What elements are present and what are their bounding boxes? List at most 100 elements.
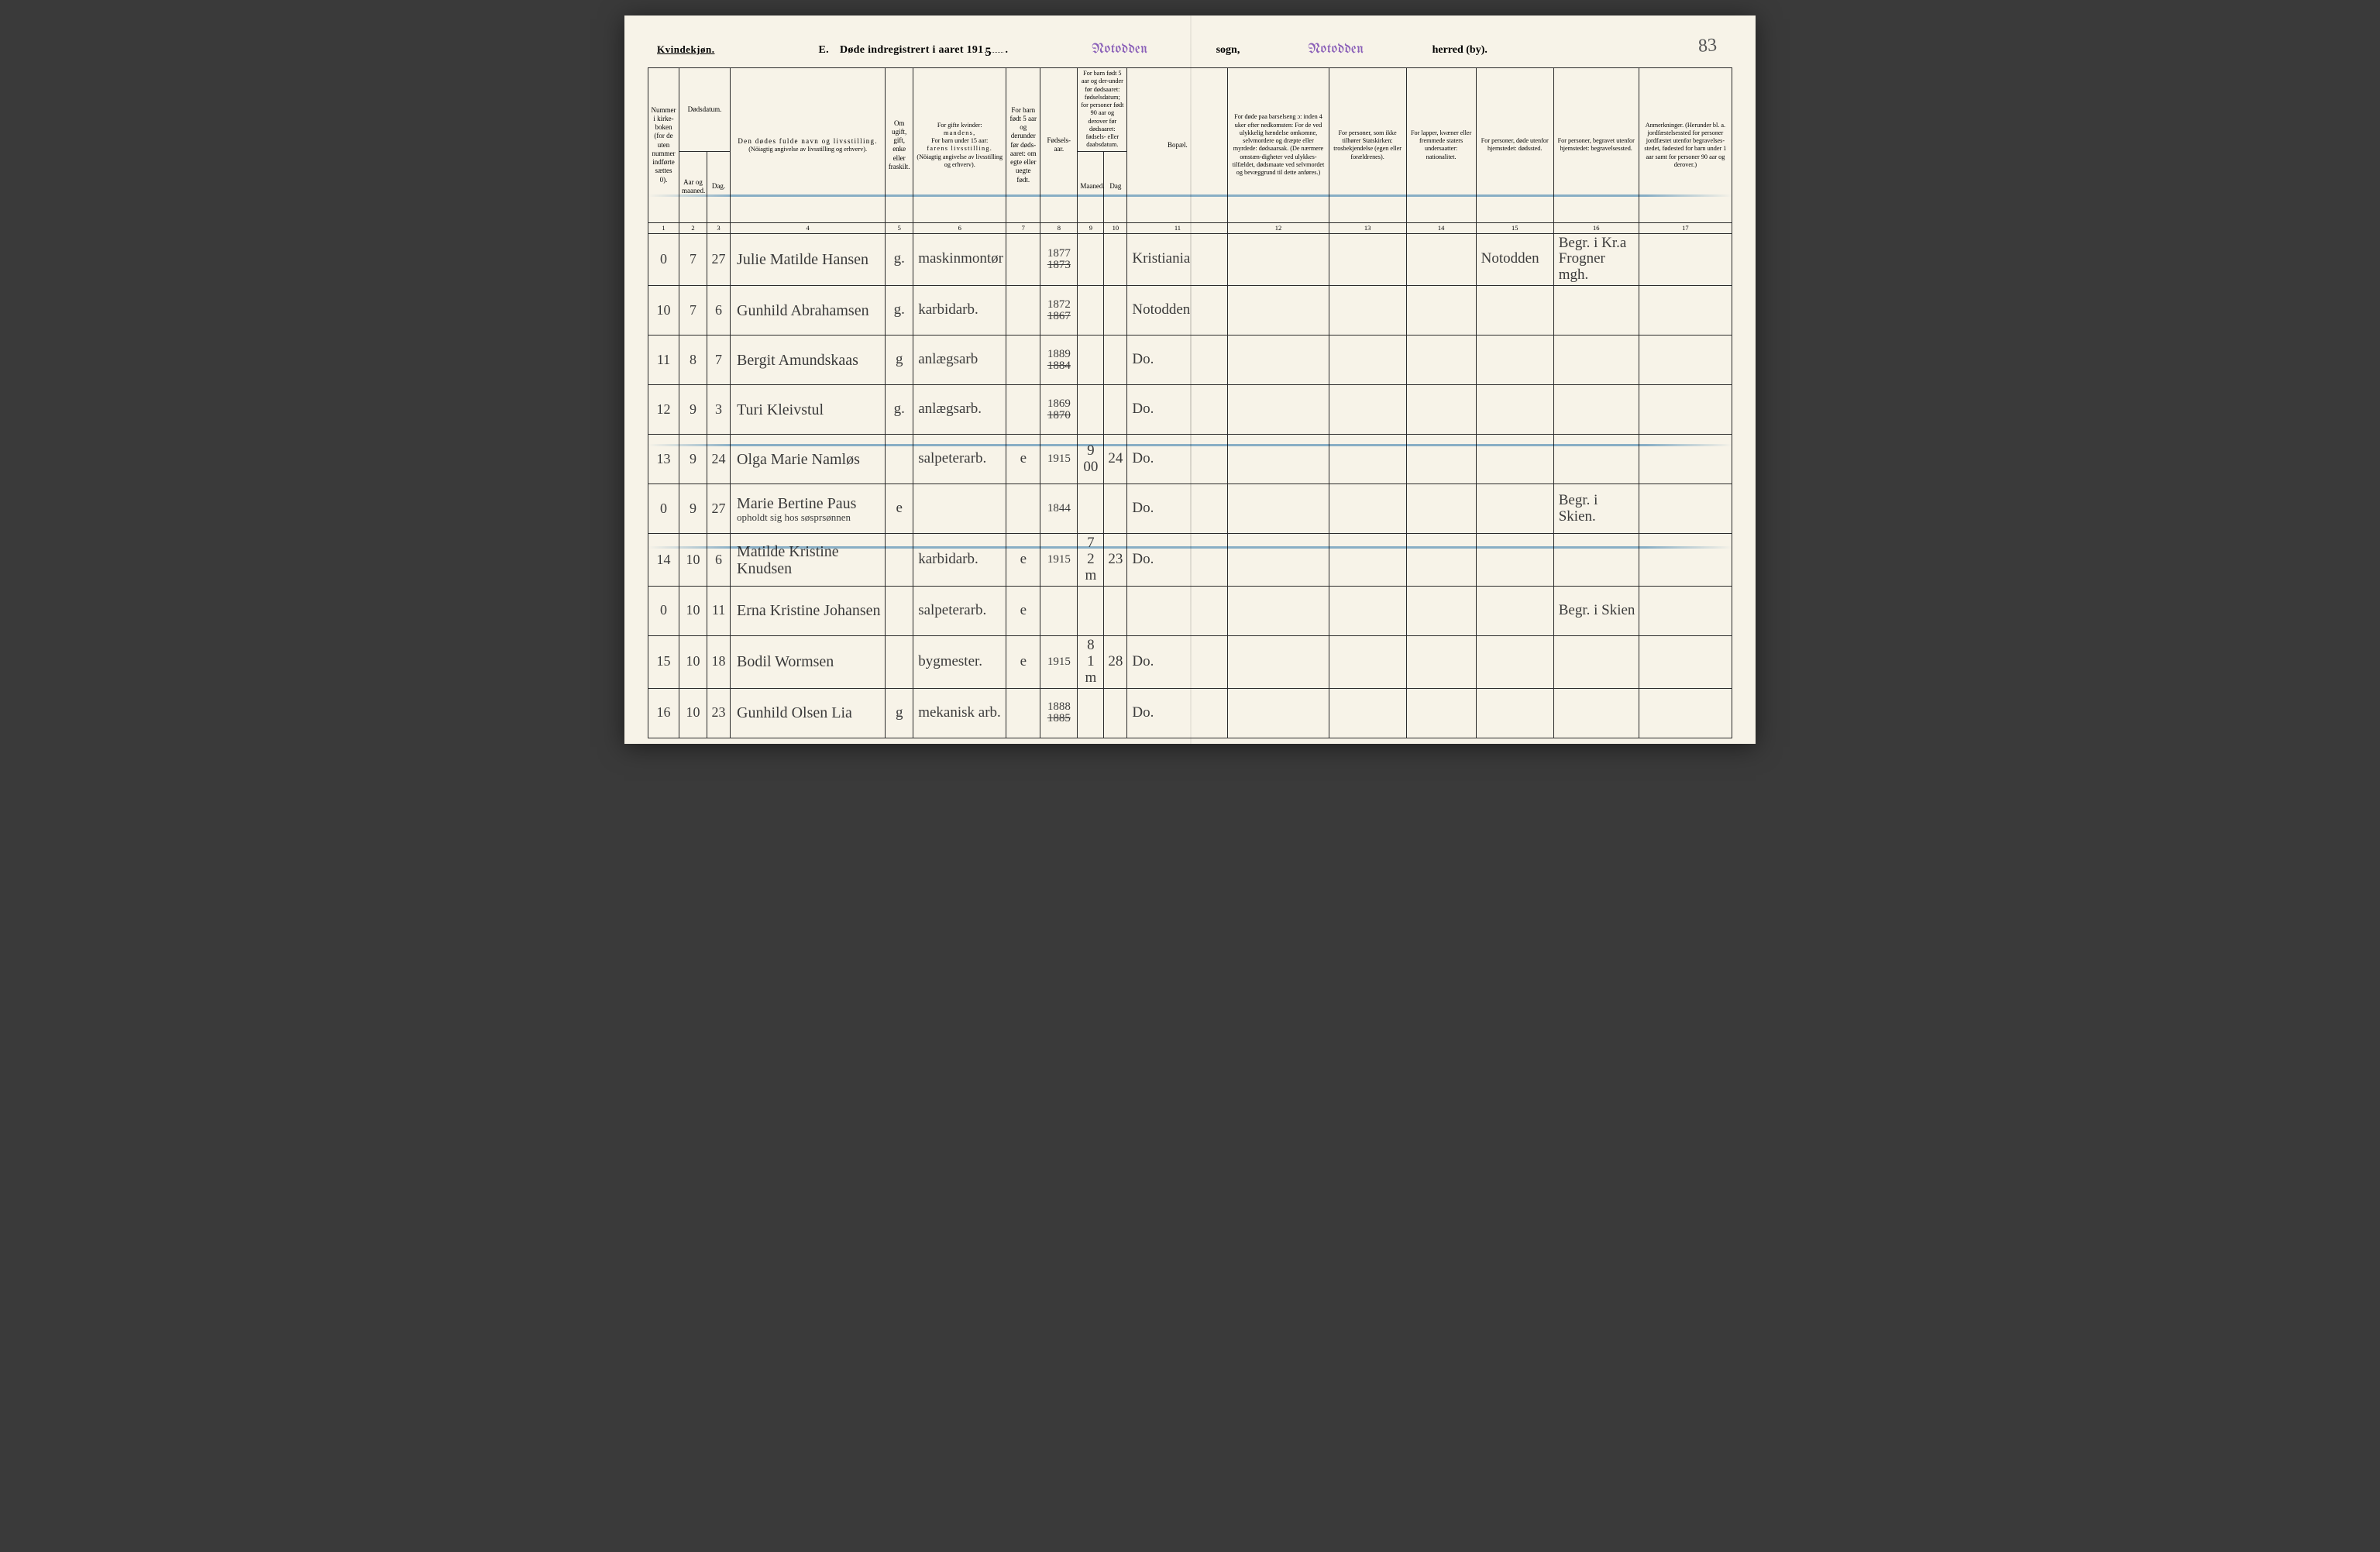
c6b: mandens,	[916, 129, 1003, 137]
cell-burialplace: Begr. i Skien.	[1553, 484, 1639, 534]
cell-num: 10	[648, 286, 679, 336]
cell-remarks	[1639, 484, 1732, 534]
cell-day: 11	[707, 586, 731, 635]
cell-burialplace	[1553, 385, 1639, 435]
cell-year-month: 10	[679, 688, 707, 738]
col-header-birthdate: For barn født 5 aar og der-under før død…	[1078, 68, 1127, 152]
cell-birth-month	[1078, 336, 1104, 385]
sogn-label: sogn,	[1216, 44, 1240, 57]
column-number: 15	[1476, 222, 1553, 233]
col-header-birthyear: Fødsels-aar.	[1040, 68, 1078, 223]
cell-occupation: maskinmontør	[913, 233, 1006, 286]
cell-birth-month	[1078, 586, 1104, 635]
column-number: 17	[1639, 222, 1732, 233]
cell-birth-month: 900	[1078, 435, 1104, 484]
cell-deathplace	[1476, 586, 1553, 635]
cell-birthyear: 18881885	[1040, 688, 1078, 738]
cell-year-month: 9	[679, 435, 707, 484]
cell-residence: Do.	[1127, 385, 1228, 435]
c6d: farens livsstilling.	[916, 145, 1003, 153]
cell-deathplace	[1476, 336, 1553, 385]
cell-name: Bodil Wormsen	[731, 635, 886, 688]
cell-birthyear: 18771873	[1040, 233, 1078, 286]
cell-num: 12	[648, 385, 679, 435]
cell-remarks	[1639, 435, 1732, 484]
cell-year-month: 7	[679, 233, 707, 286]
cell-status: e	[886, 484, 913, 534]
cell-birth-day	[1104, 484, 1127, 534]
column-number: 3	[707, 222, 731, 233]
cell-birth-month	[1078, 484, 1104, 534]
table-row: 0727Julie Matilde Hanseng.maskinmontør18…	[648, 233, 1732, 286]
cell-occupation: bygmester.	[913, 635, 1006, 688]
gender-heading: Kvindekjøn.	[657, 43, 715, 56]
cell-birth-month: 72 m	[1078, 534, 1104, 587]
cell-day: 7	[707, 336, 731, 385]
cell-occupation: salpeterarb.	[913, 586, 1006, 635]
cell-nationality	[1406, 534, 1476, 587]
col-header-burialplace: For personer, begravet utenfor hjemstede…	[1553, 68, 1639, 223]
cell-num: 0	[648, 586, 679, 635]
cell-year-month: 10	[679, 534, 707, 587]
col-header-status: Om ugift, gift, enke eller fraskilt.	[886, 68, 913, 223]
col-header-birth-day: Dag	[1104, 151, 1127, 222]
cell-name: Bergit Amundskaas	[731, 336, 886, 385]
title-text: Døde indregistrert i aaret 1915.	[840, 44, 1008, 57]
column-number: 14	[1406, 222, 1476, 233]
column-number: 4	[731, 222, 886, 233]
cell-birthyear: 1915	[1040, 534, 1078, 587]
cell-birth-day	[1104, 286, 1127, 336]
c9-text: For barn født 5 aar og der-under før død…	[1080, 70, 1124, 150]
cell-name: Marie Bertine Pausopholdt sig hos søsprs…	[731, 484, 886, 534]
cell-residence: Do.	[1127, 635, 1228, 688]
cell-birth-month	[1078, 688, 1104, 738]
cell-birthyear: 1844	[1040, 484, 1078, 534]
cell-occupation: anlægsarb.	[913, 385, 1006, 435]
cell-num: 11	[648, 336, 679, 385]
cell-cause	[1228, 534, 1329, 587]
cell-legit: e	[1006, 586, 1040, 635]
cell-birth-month	[1078, 286, 1104, 336]
column-number: 13	[1329, 222, 1406, 233]
cell-deathplace	[1476, 484, 1553, 534]
cell-status: g.	[886, 385, 913, 435]
col-header-day: Dag.	[707, 151, 731, 222]
cell-year-month: 9	[679, 385, 707, 435]
cell-legit	[1006, 233, 1040, 286]
cell-cause	[1228, 635, 1329, 688]
cell-deathplace	[1476, 534, 1553, 587]
cell-burialplace	[1553, 688, 1639, 738]
ledger-page: 8 3 Kvindekjøn. E. Døde indregistrert i a…	[624, 15, 1756, 744]
cell-status	[886, 435, 913, 484]
cell-year-month: 8	[679, 336, 707, 385]
cell-name: Gunhild Abrahamsen	[731, 286, 886, 336]
cell-cause	[1228, 586, 1329, 635]
column-number: 6	[913, 222, 1006, 233]
c13-text: For personer, som ikke tilhører Statskir…	[1332, 129, 1404, 161]
cell-status	[886, 586, 913, 635]
cell-cause	[1228, 336, 1329, 385]
cell-status: g	[886, 336, 913, 385]
col-header-deathplace: For personer, døde utenfor hjemstedet: d…	[1476, 68, 1553, 223]
cell-name: Matilde Kristine Knudsen	[731, 534, 886, 587]
cell-birth-day	[1104, 586, 1127, 635]
cell-faith	[1329, 286, 1406, 336]
table-row: 13924Olga Marie Namløssalpeterarb.e19159…	[648, 435, 1732, 484]
column-number: 8	[1040, 222, 1078, 233]
cell-burialplace	[1553, 435, 1639, 484]
cell-faith	[1329, 336, 1406, 385]
cell-birth-day	[1104, 233, 1127, 286]
cell-day: 24	[707, 435, 731, 484]
cell-num: 16	[648, 688, 679, 738]
column-number: 9	[1078, 222, 1104, 233]
cell-birthyear: 18891884	[1040, 336, 1078, 385]
cell-nationality	[1406, 435, 1476, 484]
table-row: 01011Erna Kristine Johansensalpeterarb.e…	[648, 586, 1732, 635]
page-header: Kvindekjøn. E. Døde indregistrert i aare…	[648, 39, 1732, 61]
cell-cause	[1228, 233, 1329, 286]
cell-legit: e	[1006, 635, 1040, 688]
cell-name: Julie Matilde Hansen	[731, 233, 886, 286]
cell-birthyear: 18721867	[1040, 286, 1078, 336]
cell-faith	[1329, 233, 1406, 286]
pencil-strike-2	[648, 444, 1732, 446]
